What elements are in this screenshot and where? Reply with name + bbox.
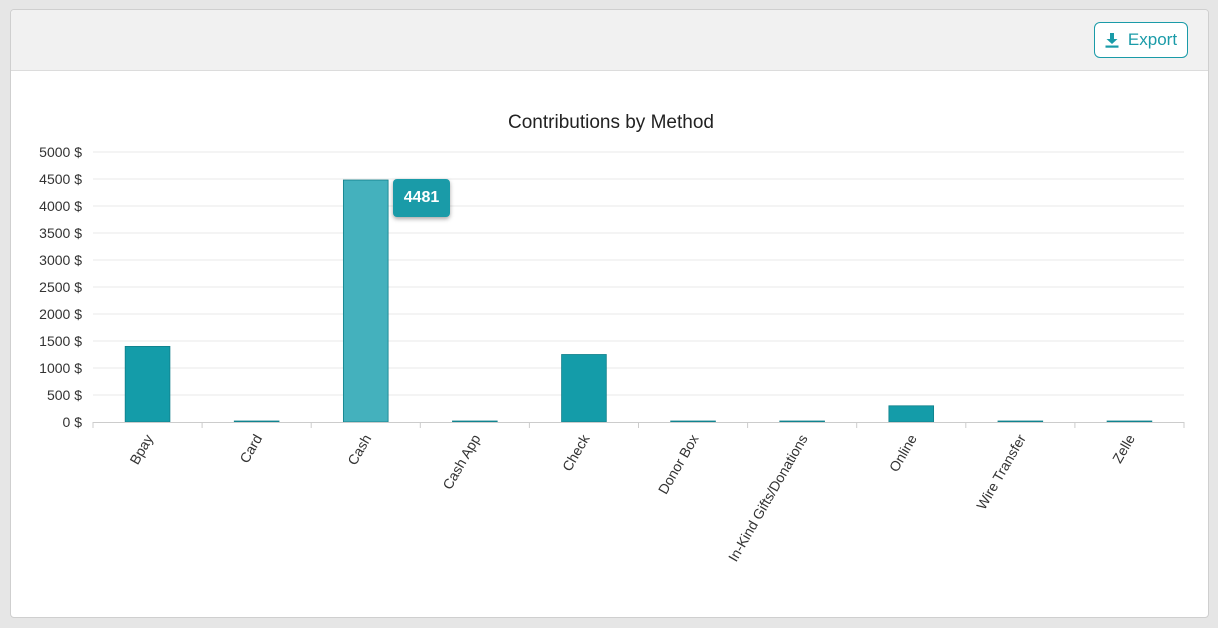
bar bbox=[670, 420, 716, 423]
bar bbox=[233, 420, 280, 423]
x-tick-label: Cash bbox=[344, 432, 374, 468]
x-tick-label: Cash App bbox=[439, 431, 483, 492]
y-tick-label: 1500 $ bbox=[39, 333, 82, 349]
bar bbox=[779, 420, 825, 423]
y-tick-label: 1000 $ bbox=[39, 360, 82, 376]
bar-value-tooltip: 4481 bbox=[393, 179, 450, 217]
bar bbox=[997, 420, 1044, 423]
export-button[interactable]: Export bbox=[1094, 22, 1188, 58]
download-icon bbox=[1105, 32, 1119, 48]
bar bbox=[342, 179, 389, 423]
y-tick-label: 3000 $ bbox=[39, 252, 82, 268]
y-tick-label: 4500 $ bbox=[39, 171, 82, 187]
y-tick-label: 500 $ bbox=[47, 387, 82, 403]
x-tick-label: Zelle bbox=[1109, 431, 1138, 465]
y-tick-label: 5000 $ bbox=[39, 144, 82, 160]
y-tick-label: 4000 $ bbox=[39, 198, 82, 214]
bar bbox=[561, 354, 607, 423]
export-label: Export bbox=[1127, 30, 1178, 49]
panel-header: Export bbox=[11, 10, 1208, 71]
x-tick-label: Card bbox=[236, 432, 265, 466]
x-tick-label: Bpay bbox=[126, 432, 156, 468]
x-tick-label: Online bbox=[886, 431, 920, 474]
bar bbox=[452, 420, 498, 423]
x-tick-label: Wire Transfer bbox=[973, 431, 1029, 512]
chart-title: Contributions by Method bbox=[508, 112, 714, 133]
bar bbox=[1106, 420, 1153, 423]
y-tick-label: 3500 $ bbox=[39, 225, 82, 241]
bar bbox=[124, 345, 171, 423]
y-tick-label: 2500 $ bbox=[39, 279, 82, 295]
y-tick-label: 2000 $ bbox=[39, 306, 82, 322]
x-tick-label: In-Kind Gifts/Donations bbox=[725, 432, 811, 565]
x-tick-label: Donor Box bbox=[655, 432, 702, 497]
bar bbox=[888, 405, 935, 423]
x-tick-label: Check bbox=[559, 431, 593, 474]
y-tick-label: 0 $ bbox=[63, 414, 83, 430]
